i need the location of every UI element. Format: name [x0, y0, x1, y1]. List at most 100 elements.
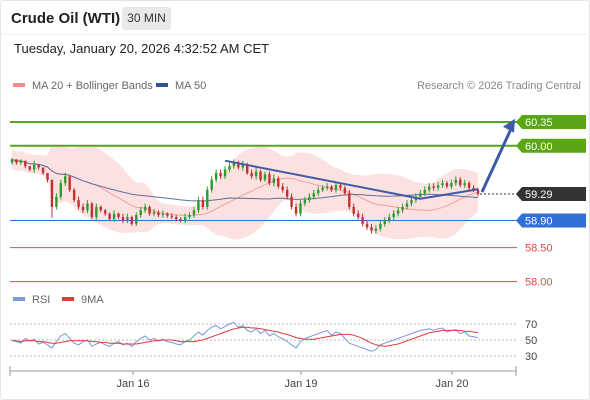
time-axis: Jan 16 Jan 19 Jan 20 [9, 366, 517, 390]
candle [135, 212, 138, 227]
candle [272, 174, 276, 187]
candle [441, 179, 444, 188]
price-level-label: 59.29 [525, 189, 553, 201]
candle [370, 223, 373, 234]
instrument-title: Crude Oil (WTI) [11, 10, 121, 27]
candle [99, 205, 102, 213]
candle [37, 164, 40, 170]
chart-header: Crude Oil (WTI) 30 MIN [0, 0, 590, 40]
candle [15, 159, 18, 165]
candle [121, 213, 125, 224]
candle [152, 208, 156, 217]
candle [41, 167, 45, 175]
candle [197, 196, 200, 213]
x-tick-label: Jan 16 [116, 378, 149, 390]
x-tick-label: Jan 20 [435, 378, 468, 390]
price-level-tag [516, 186, 586, 201]
rsi-ma-legend-swatch [62, 297, 74, 301]
candle [330, 185, 333, 192]
candle [454, 176, 458, 186]
candle [294, 203, 298, 217]
trendline-layer [224, 118, 515, 200]
rsi-legend-label: RSI [32, 294, 50, 306]
candle [250, 169, 253, 180]
candle [396, 206, 400, 217]
candle [161, 210, 165, 218]
candle [170, 213, 173, 220]
candle [325, 183, 329, 191]
candle [392, 210, 395, 220]
candle [175, 215, 178, 222]
candle [410, 196, 413, 207]
candle [356, 210, 360, 220]
candle [303, 196, 307, 207]
candle [383, 217, 387, 227]
candle [201, 196, 205, 210]
rsi-tick-label: 30 [525, 351, 537, 363]
candle [445, 181, 449, 189]
ma20-swatch [13, 83, 25, 88]
bollinger-band-area [12, 144, 478, 240]
candle [463, 179, 466, 188]
support-trendline [420, 188, 479, 200]
candle [352, 203, 355, 217]
candle [268, 171, 271, 186]
candle [108, 212, 111, 222]
price-level-label: 60.00 [525, 141, 553, 153]
timeframe-button[interactable]: 30 MIN [122, 7, 171, 30]
candle [281, 183, 284, 193]
candle [183, 213, 187, 224]
candle [64, 172, 67, 186]
candle [321, 185, 324, 193]
price-level-tag [516, 138, 586, 153]
legend-label-ma50: MA 50 [175, 80, 207, 92]
price-level-tag [516, 114, 586, 129]
bollinger-band-layer [12, 144, 478, 240]
candle [237, 160, 240, 170]
candle [24, 160, 27, 169]
candle [148, 205, 151, 216]
candle [343, 185, 347, 196]
candle [179, 217, 182, 223]
candle [157, 210, 160, 218]
price-level-tag [516, 213, 586, 228]
price-label-layer: 60.35 60.00 59.29 58.90 58.50 58.00 [516, 114, 586, 289]
candle [308, 193, 311, 203]
candle [259, 169, 262, 182]
candle [263, 171, 267, 182]
candle [388, 213, 391, 224]
candle [299, 200, 302, 217]
candle [254, 167, 258, 180]
candle [214, 169, 218, 183]
candle [241, 160, 244, 171]
price-level-label: 58.00 [525, 277, 553, 289]
price-level-label: 58.50 [525, 243, 553, 255]
candle [228, 162, 231, 173]
rsi-ma-line [12, 326, 479, 347]
candle [192, 206, 196, 218]
candle [72, 187, 76, 203]
rsi-line [11, 321, 479, 352]
candle [10, 157, 14, 165]
price-level-label: 60.35 [525, 117, 553, 129]
rsi-panel: 70 50 30 [10, 319, 537, 363]
candlestick-layer [10, 157, 480, 234]
candle [317, 186, 320, 197]
candle [68, 176, 71, 192]
candle [210, 176, 213, 193]
candle [432, 183, 435, 191]
rsi-tick-label: 70 [525, 319, 537, 331]
candle [143, 203, 147, 213]
candle [166, 212, 169, 218]
legend-label-ma20: MA 20 + Bollinger Bands [32, 80, 153, 92]
candle [95, 203, 98, 220]
candle [348, 189, 351, 210]
candle [405, 200, 409, 210]
legend-item-ma20: MA 20 + Bollinger Bands [13, 80, 153, 92]
candle [50, 179, 54, 218]
candle [46, 172, 49, 183]
candle [130, 215, 134, 226]
candle [59, 179, 63, 200]
candle [117, 212, 120, 220]
